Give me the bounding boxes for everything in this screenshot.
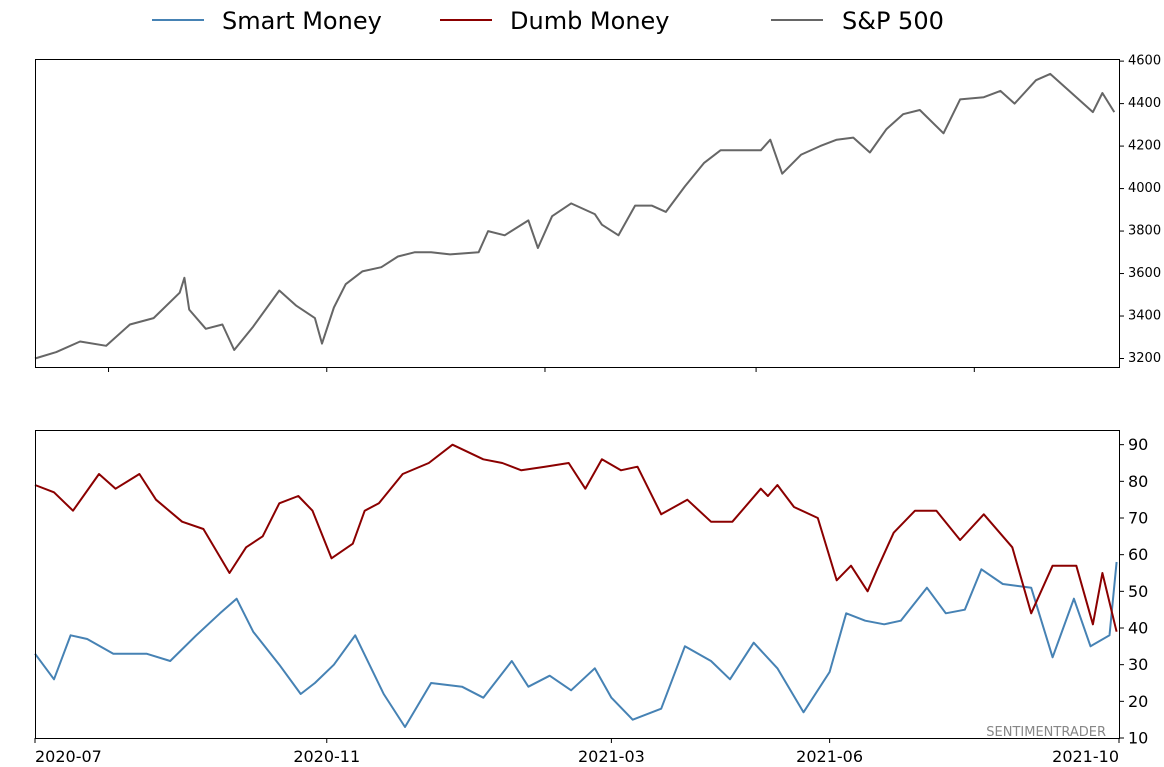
sentiment-ytick-label: 90 [1128,435,1148,454]
sentiment-ytick-label: 80 [1128,472,1148,491]
sentiment-axis-ticks: 10 20 30 40 50 60 70 80 90 2020-07 2020-11 2021-03 2… [34,435,1148,766]
sentiment-panel: 10 20 30 40 50 60 70 80 90 2020-07 2020-11 2021-03 2… [34,430,1148,766]
legend-item-sp500: S&P 500 [771,7,944,35]
sentiment-ytick-label: 10 [1128,729,1148,748]
sp500-ytick-label: 3800 [1128,224,1161,239]
sentiment-ytick-label: 40 [1128,619,1148,638]
sp500-ytick-label: 4600 [1128,54,1161,69]
series-line-sp-500 [34,72,1116,360]
legend-item-dumb-money: Dumb Money [440,7,670,35]
watermark: SENTIMENTRADER [986,725,1106,740]
sp500-lines [34,72,1116,360]
sp500-ytick-label: 4400 [1128,96,1161,111]
sp500-ytick-label: 3400 [1128,309,1161,324]
sentiment-xtick-label: 2021-03 [578,747,645,766]
sp500-plot-frame [35,59,1120,368]
sentiment-xtick-label: 2021-10 [1052,747,1119,766]
legend: Smart Money Dumb Money S&P 500 [152,7,944,35]
sentiment-ytick-label: 60 [1128,545,1148,564]
legend-label-smart-money: Smart Money [222,7,382,35]
sentiment-plot-frame [35,430,1120,739]
sp500-ytick-label: 3200 [1128,351,1161,366]
sp500-axis-ticks: 3200 3400 3600 3800 4000 4200 4400 4600 [108,54,1161,372]
sp500-ytick-label: 3600 [1128,266,1161,281]
sentiment-ytick-label: 50 [1128,582,1148,601]
sentiment-ytick-label: 30 [1128,655,1148,674]
sentiment-lines [34,443,1118,728]
sp500-panel: 3200 3400 3600 3800 4000 4200 4400 4600 [34,54,1161,372]
sentiment-ytick-label: 70 [1128,509,1148,528]
sentiment-xtick-label: 2021-06 [796,747,863,766]
sentiment-xtick-label: 2020-07 [35,747,102,766]
series-line-dumb-money [34,443,1118,632]
sentiment-xtick-label: 2020-11 [293,747,360,766]
sp500-ytick-label: 4200 [1128,139,1161,154]
legend-label-dumb-money: Dumb Money [510,7,670,35]
series-line-smart-money [34,561,1118,728]
legend-item-smart-money: Smart Money [152,7,382,35]
sp500-ytick-label: 4000 [1128,181,1161,196]
sentiment-ytick-label: 20 [1128,692,1148,711]
legend-label-sp500: S&P 500 [842,7,944,35]
